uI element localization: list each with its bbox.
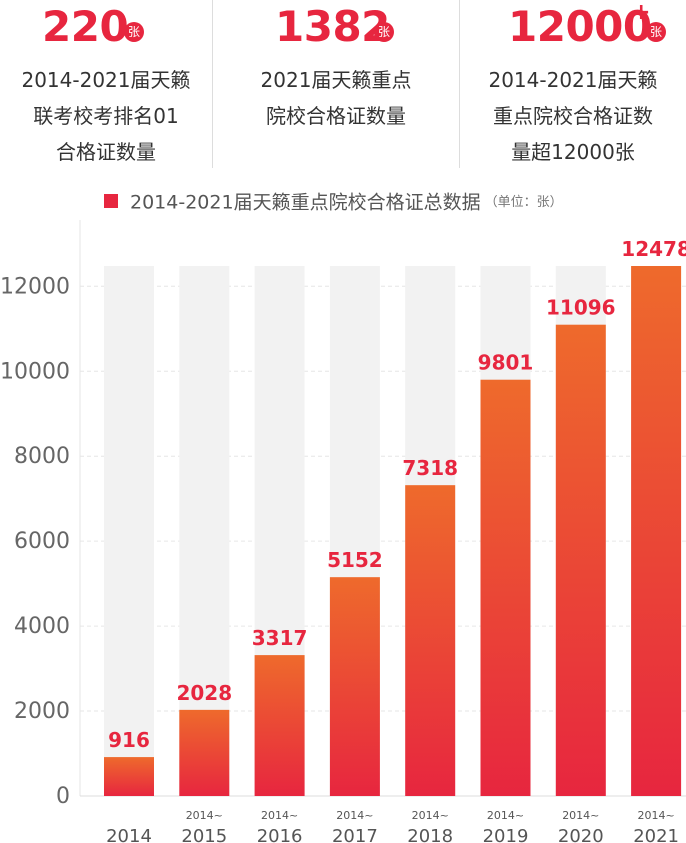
stat-description: 2014-2021届天籁 联考校考排名01 合格证数量 (0, 58, 212, 170)
unit-badge: 张 (646, 22, 666, 42)
stat-description: 2014-2021届天籁 重点院校合格证数 量超12000张 (460, 58, 686, 170)
stat-description-line: 院校合格证数量 (266, 104, 406, 128)
x-tick-label: 2019 (483, 826, 529, 843)
stat-value: 1382 (275, 2, 390, 51)
stat-2021-certificates: 1382 张 2021届天籁重点 院校合格证数量 (213, 0, 459, 168)
y-tick-label: 6000 (14, 529, 70, 554)
bar-value-label: 2028 (176, 681, 232, 705)
stat-description-line: 2014-2021届天籁 (488, 68, 658, 92)
bar (405, 485, 456, 796)
stat-description-line: 重点院校合格证数 (493, 104, 653, 128)
bar-track (179, 266, 230, 796)
unit-badge: 张 (124, 22, 144, 42)
y-tick-label: 4000 (14, 614, 70, 639)
bar-value-label: 11096 (546, 296, 616, 320)
bar (179, 709, 230, 796)
x-tick-prefix: 2014~ (412, 809, 449, 822)
stat-description-line: 量超12000张 (511, 140, 635, 164)
stat-description-line: 合格证数量 (56, 140, 156, 164)
x-tick-prefix: 2014~ (562, 809, 599, 822)
y-tick-label: 8000 (14, 444, 70, 469)
y-tick-label: 2000 (14, 699, 70, 724)
x-tick-label: 2021 (633, 826, 679, 843)
bar-track (104, 266, 154, 796)
x-tick-label: 2016 (257, 826, 303, 843)
x-tick-label: 2015 (181, 826, 227, 843)
bar (555, 324, 606, 796)
stat-description: 2021届天籁重点 院校合格证数量 (213, 58, 459, 134)
stat-plus: + (632, 0, 651, 25)
bar (254, 655, 305, 796)
x-tick-prefix: 2014~ (637, 809, 674, 822)
stat-rank-certificates: 220 张 2014-2021届天籁 联考校考排名01 合格证数量 (0, 0, 212, 168)
bar (104, 757, 154, 796)
stat-value: 220 (42, 2, 129, 51)
stat-description-line: 联考校考排名01 (33, 104, 179, 128)
x-tick-label: 2017 (332, 826, 378, 843)
y-tick-label: 10000 (0, 359, 70, 384)
x-tick-label: 2014 (106, 826, 152, 843)
bar-value-label: 5152 (327, 548, 383, 572)
bar (329, 577, 380, 796)
x-tick-prefix: 2014~ (261, 809, 298, 822)
chart-legend: 2014-2021届天籁重点院校合格证总数据 （单位：张） (104, 188, 563, 216)
x-tick-prefix: 2014~ (186, 809, 223, 822)
stat-total-certificates: 12000 + 张 2014-2021届天籁 重点院校合格证数 量超12000张 (460, 0, 686, 168)
x-tick-prefix: 2014~ (487, 809, 524, 822)
legend-swatch (104, 193, 118, 208)
divider (459, 0, 460, 168)
divider (212, 0, 213, 168)
bar (631, 266, 682, 796)
x-tick-prefix: 2014~ (336, 809, 373, 822)
stat-description-line: 2014-2021届天籁 (21, 68, 191, 92)
x-tick-label: 2018 (407, 826, 453, 843)
legend-unit: （单位：张） (484, 194, 563, 210)
bar-value-label: 12478 (621, 237, 686, 261)
stats-row: 220 张 2014-2021届天籁 联考校考排名01 合格证数量 1382 张… (0, 0, 686, 168)
unit-badge: 张 (374, 22, 394, 42)
stat-value: 12000 (508, 2, 652, 51)
x-tick-label: 2020 (558, 826, 604, 843)
bar-value-label: 3317 (252, 626, 308, 650)
y-tick-label: 12000 (0, 274, 70, 299)
bar-value-label: 916 (108, 728, 150, 752)
bar-value-label: 9801 (478, 351, 534, 375)
bar (480, 379, 531, 796)
stat-description-line: 2021届天籁重点 (260, 68, 412, 92)
y-tick-label: 0 (56, 784, 70, 809)
legend-title: 2014-2021届天籁重点院校合格证总数据 (130, 191, 481, 214)
bar-value-label: 7318 (402, 456, 458, 480)
